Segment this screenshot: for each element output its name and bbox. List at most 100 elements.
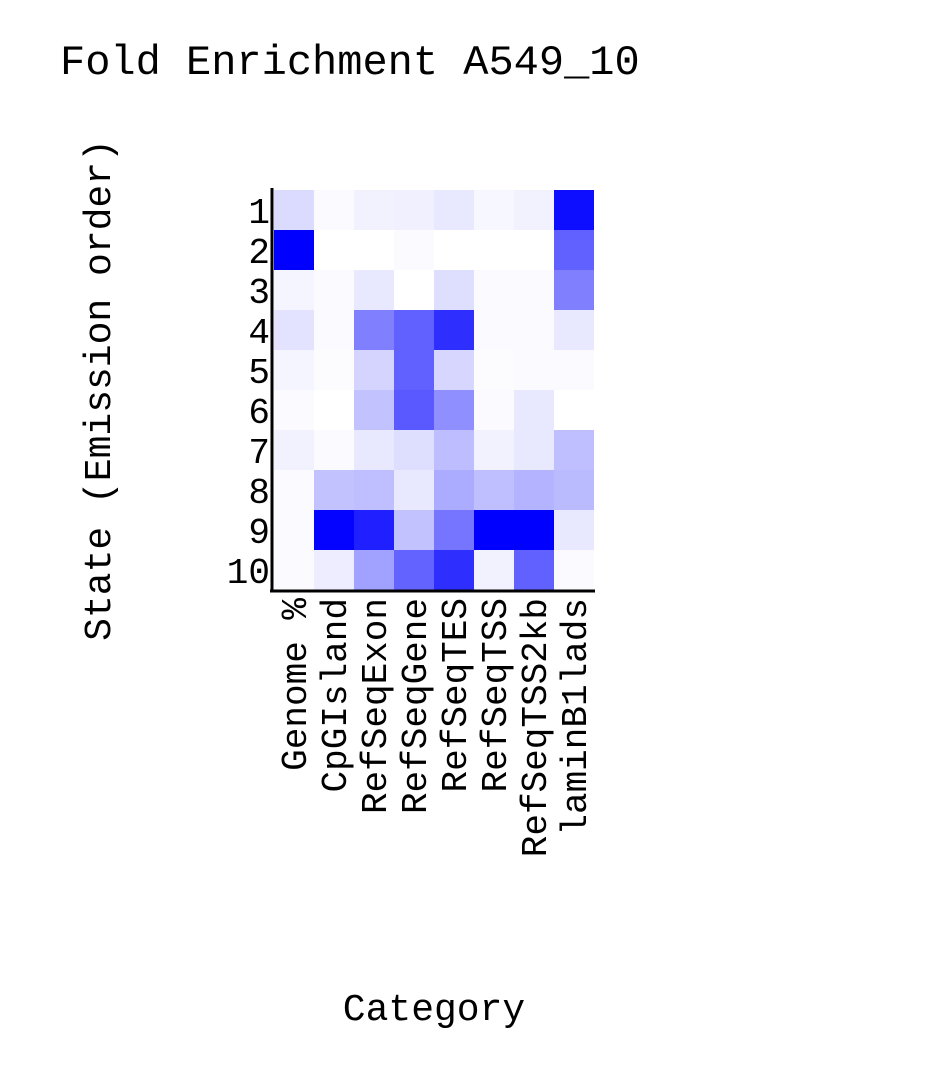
row-tick-label: 6 bbox=[248, 393, 270, 434]
heatmap-cells bbox=[274, 190, 594, 590]
heatmap-cell-9-6 bbox=[474, 510, 514, 550]
heatmap-cell-3-8 bbox=[554, 270, 594, 310]
heatmap-cell-5-2 bbox=[314, 350, 354, 390]
column-tick-label: RefSeqExon bbox=[356, 598, 397, 814]
heatmap-cell-5-6 bbox=[474, 350, 514, 390]
heatmap-cell-1-2 bbox=[314, 190, 354, 230]
heatmap-cell-2-6 bbox=[474, 230, 514, 270]
heatmap-cell-10-8 bbox=[554, 550, 594, 590]
heatmap-cell-10-1 bbox=[274, 550, 314, 590]
heatmap-cell-7-5 bbox=[434, 430, 474, 470]
heatmap-cell-5-8 bbox=[554, 350, 594, 390]
heatmap-cell-2-8 bbox=[554, 230, 594, 270]
heatmap-cell-4-6 bbox=[474, 310, 514, 350]
heatmap-cell-4-1 bbox=[274, 310, 314, 350]
heatmap-cell-7-4 bbox=[394, 430, 434, 470]
heatmap-cell-7-1 bbox=[274, 430, 314, 470]
heatmap-cell-6-3 bbox=[354, 390, 394, 430]
heatmap-cell-9-4 bbox=[394, 510, 434, 550]
heatmap-cell-8-2 bbox=[314, 470, 354, 510]
column-tick-label: RefSeqTSS2kb bbox=[516, 598, 557, 857]
heatmap-cell-7-3 bbox=[354, 430, 394, 470]
heatmap-cell-5-1 bbox=[274, 350, 314, 390]
heatmap-cell-3-3 bbox=[354, 270, 394, 310]
heatmap-cell-9-3 bbox=[354, 510, 394, 550]
heatmap-cell-6-7 bbox=[514, 390, 554, 430]
heatmap-cell-7-7 bbox=[514, 430, 554, 470]
heatmap-cell-6-4 bbox=[394, 390, 434, 430]
heatmap-cell-4-2 bbox=[314, 310, 354, 350]
heatmap-cell-6-2 bbox=[314, 390, 354, 430]
row-tick-label: 1 bbox=[248, 193, 270, 234]
heatmap-cell-3-5 bbox=[434, 270, 474, 310]
heatmap-cell-1-5 bbox=[434, 190, 474, 230]
heatmap-cell-4-5 bbox=[434, 310, 474, 350]
heatmap-cell-8-3 bbox=[354, 470, 394, 510]
heatmap-cell-1-8 bbox=[554, 190, 594, 230]
heatmap-cell-9-7 bbox=[514, 510, 554, 550]
row-tick-label: 7 bbox=[248, 433, 270, 474]
heatmap-cell-4-8 bbox=[554, 310, 594, 350]
heatmap-cell-7-6 bbox=[474, 430, 514, 470]
heatmap-cell-6-1 bbox=[274, 390, 314, 430]
heatmap-cell-7-2 bbox=[314, 430, 354, 470]
heatmap-cell-6-5 bbox=[434, 390, 474, 430]
x-axis-label: Category bbox=[343, 989, 525, 1032]
heatmap-cell-6-6 bbox=[474, 390, 514, 430]
heatmap-cell-1-1 bbox=[274, 190, 314, 230]
heatmap-cell-2-5 bbox=[434, 230, 474, 270]
heatmap-cell-9-8 bbox=[554, 510, 594, 550]
y-axis-label: State (Emission order) bbox=[79, 139, 122, 641]
column-tick-label: RefSeqTES bbox=[436, 598, 477, 792]
column-tick-label: RefSeqTSS bbox=[476, 598, 517, 792]
heatmap-cell-5-5 bbox=[434, 350, 474, 390]
heatmap-cell-6-8 bbox=[554, 390, 594, 430]
column-tick-label: Genome % bbox=[276, 598, 317, 771]
heatmap-cell-9-1 bbox=[274, 510, 314, 550]
row-tick-label: 3 bbox=[248, 273, 270, 314]
heatmap-cell-5-3 bbox=[354, 350, 394, 390]
heatmap-cell-8-4 bbox=[394, 470, 434, 510]
heatmap-cell-1-6 bbox=[474, 190, 514, 230]
heatmap-cell-9-2 bbox=[314, 510, 354, 550]
heatmap-cell-10-2 bbox=[314, 550, 354, 590]
heatmap-cell-8-6 bbox=[474, 470, 514, 510]
heatmap-cell-8-1 bbox=[274, 470, 314, 510]
row-tick-label: 9 bbox=[248, 513, 270, 554]
heatmap-cell-3-7 bbox=[514, 270, 554, 310]
heatmap-cell-10-7 bbox=[514, 550, 554, 590]
heatmap-cell-1-7 bbox=[514, 190, 554, 230]
heatmap-cell-10-5 bbox=[434, 550, 474, 590]
heatmap-cell-10-6 bbox=[474, 550, 514, 590]
row-tick-label: 10 bbox=[227, 553, 270, 594]
heatmap-cell-4-7 bbox=[514, 310, 554, 350]
heatmap-cell-2-1 bbox=[274, 230, 314, 270]
column-tick-label: RefSeqGene bbox=[396, 598, 437, 814]
row-tick-label: 2 bbox=[248, 233, 270, 274]
heatmap-cell-2-7 bbox=[514, 230, 554, 270]
heatmap-cell-4-3 bbox=[354, 310, 394, 350]
heatmap-cell-5-7 bbox=[514, 350, 554, 390]
heatmap-cell-3-1 bbox=[274, 270, 314, 310]
heatmap-cell-8-8 bbox=[554, 470, 594, 510]
column-tick-labels: Genome % CpGIsland RefSeqExon RefSeqGene Ref… bbox=[276, 598, 597, 858]
heatmap-cell-5-4 bbox=[394, 350, 434, 390]
heatmap-cell-4-4 bbox=[394, 310, 434, 350]
column-tick-label: CpGIsland bbox=[316, 598, 357, 792]
heatmap-cell-3-6 bbox=[474, 270, 514, 310]
heatmap-cell-2-4 bbox=[394, 230, 434, 270]
heatmap-cell-1-4 bbox=[394, 190, 434, 230]
row-tick-label: 8 bbox=[248, 473, 270, 514]
heatmap-cell-2-3 bbox=[354, 230, 394, 270]
heatmap-cell-1-3 bbox=[354, 190, 394, 230]
heatmap-cell-2-2 bbox=[314, 230, 354, 270]
heatmap-cell-8-5 bbox=[434, 470, 474, 510]
heatmap-cell-9-5 bbox=[434, 510, 474, 550]
row-tick-label: 4 bbox=[248, 313, 270, 354]
heatmap-cell-10-4 bbox=[394, 550, 434, 590]
row-tick-label: 5 bbox=[248, 353, 270, 394]
heatmap-cell-8-7 bbox=[514, 470, 554, 510]
heatmap-cell-3-2 bbox=[314, 270, 354, 310]
